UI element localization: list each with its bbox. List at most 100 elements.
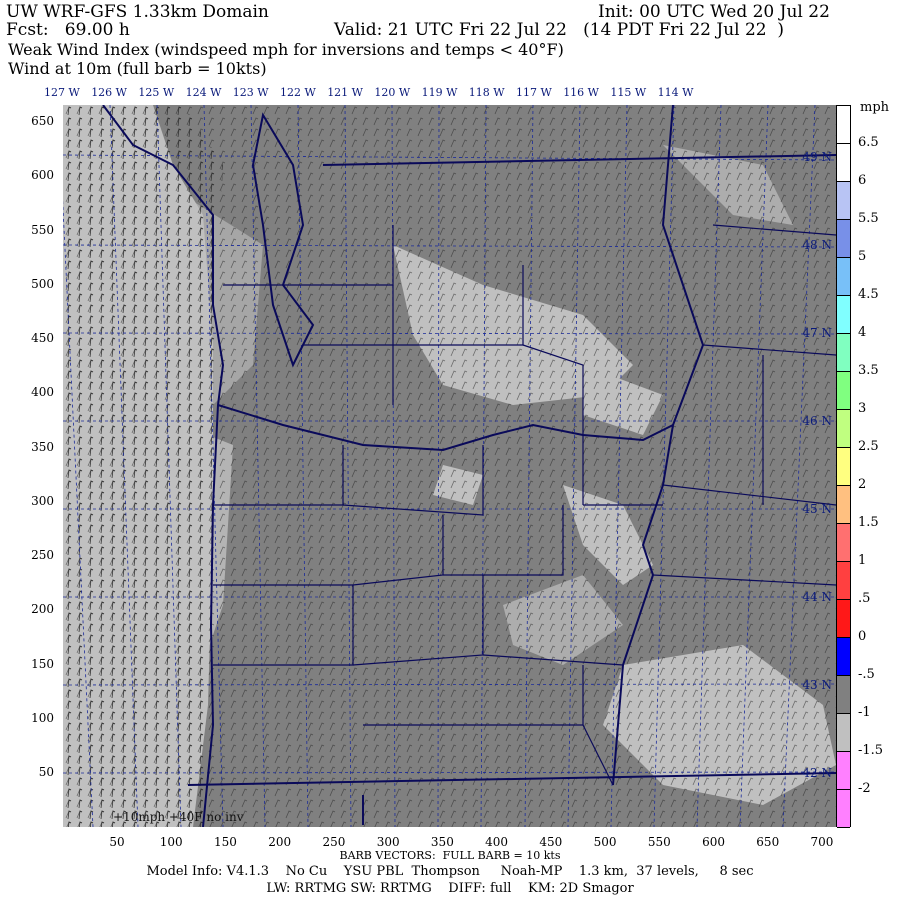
- longitude-label: 118 W: [468, 86, 505, 99]
- y-tick-label: 600: [31, 168, 54, 183]
- colorbar-label: .5: [858, 591, 871, 606]
- y-tick-label: 50: [38, 765, 54, 779]
- colorbar-label: 1: [858, 553, 867, 568]
- barb-legend: BARB VECTORS: FULL BARB = 10 kts: [339, 849, 561, 862]
- init-time: Init: 00 UTC Wed 20 Jul 22: [598, 2, 830, 22]
- x-tick-label: 100: [159, 835, 183, 849]
- longitude-label: 114 W: [657, 86, 694, 99]
- x-tick-label: 300: [376, 835, 400, 849]
- colorbar-label: -1.5: [858, 743, 884, 758]
- x-tick-label: 400: [485, 835, 509, 849]
- longitude-label: 125 W: [138, 86, 175, 99]
- colorbar-segment: [837, 448, 850, 486]
- longitude-label: 127 W: [44, 86, 80, 99]
- y-tick-label: 550: [31, 222, 54, 237]
- colorbar-segment: [837, 334, 850, 372]
- longitude-label: 120 W: [374, 86, 411, 99]
- wind-barbs: [63, 105, 836, 827]
- valid-time: Valid: 21 UTC Fri 22 Jul 22 (14 PDT Fri …: [334, 20, 785, 40]
- colorbar-segment: [837, 220, 850, 258]
- colorbar-label: 1.5: [858, 515, 879, 530]
- colorbar-label: 3.5: [858, 363, 879, 378]
- longitude-label: 126 W: [91, 86, 127, 99]
- colorbar-label: 3: [858, 401, 867, 416]
- x-tick-label: 450: [539, 835, 563, 849]
- colorbar-label: -2: [858, 781, 871, 796]
- forecast-hour: Fcst: 69.00 h: [6, 20, 130, 40]
- x-tick-label: 250: [322, 835, 346, 849]
- latitude-label: 44 N: [802, 590, 832, 604]
- longitude-label: 121 W: [327, 86, 363, 99]
- y-tick-label: 500: [31, 276, 54, 291]
- y-tick-label: 200: [31, 602, 54, 617]
- model-title: UW WRF-GFS 1.33km Domain: [6, 2, 269, 22]
- map-plot: +10mph +40F no inv: [63, 105, 836, 827]
- colorbar-segment: [837, 790, 850, 828]
- county-borders: [213, 224, 836, 786]
- y-tick-label: 300: [31, 493, 54, 508]
- x-tick-label: 200: [268, 835, 292, 849]
- y-tick-label: 650: [31, 114, 54, 128]
- longitude-label: 117 W: [516, 86, 552, 99]
- y-tick-label: 100: [31, 710, 54, 725]
- colorbar-label: 0: [858, 629, 867, 644]
- colorbar-label: -1: [858, 705, 871, 720]
- x-tick-label: 500: [593, 835, 617, 849]
- longitude-label: 124 W: [185, 86, 222, 99]
- colorbar-segment: [837, 638, 850, 676]
- x-tick-label: 350: [430, 835, 454, 849]
- latitude-label: 49 N: [802, 150, 832, 164]
- lat-lon-grid: [63, 105, 836, 827]
- model-info: Model Info: V4.1.3 No Cu YSU PBL Thompso…: [146, 864, 754, 879]
- latitude-label: 47 N: [802, 326, 832, 340]
- colorbar-segment: [837, 486, 850, 524]
- y-tick-label: 150: [31, 656, 54, 671]
- latitude-label: 43 N: [802, 678, 832, 692]
- colorbar-segment: [837, 258, 850, 296]
- latitude-label: 42 N: [802, 766, 832, 780]
- x-tick-label: 50: [109, 835, 125, 849]
- colorbar-label: -.5: [858, 667, 875, 682]
- colorbar-segment: [837, 106, 850, 144]
- latitude-label: 48 N: [802, 238, 832, 252]
- colorbar-label: 2.5: [858, 439, 879, 454]
- x-tick-label: 700: [810, 835, 834, 849]
- x-tick-label: 150: [214, 835, 237, 849]
- colorbar-segment: [837, 752, 850, 790]
- longitude-label: 119 W: [421, 86, 458, 99]
- x-tick-label: 650: [756, 835, 780, 849]
- colorbar-segment: [837, 600, 850, 638]
- field-description: Weak Wind Index (windspeed mph for inver…: [8, 40, 564, 59]
- colorbar-label: 6: [858, 173, 867, 188]
- x-tick-label: 550: [647, 835, 671, 849]
- colorbar-unit: mph: [860, 100, 890, 115]
- colorbar-segment: [837, 524, 850, 562]
- colorbar-label: 4.5: [858, 287, 879, 302]
- y-tick-label: 250: [31, 548, 54, 562]
- colorbar-segment: [837, 372, 850, 410]
- longitude-label: 115 W: [610, 86, 647, 99]
- colorbar-segment: [837, 714, 850, 752]
- colorbar-label: 5: [858, 249, 867, 264]
- map-note: +10mph +40F no inv: [113, 810, 244, 824]
- colorbar-segment: [837, 410, 850, 448]
- latitude-label: 46 N: [802, 414, 832, 428]
- colorbar-segment: [837, 182, 850, 220]
- physics-info: LW: RRTMG SW: RRTMG DIFF: full KM: 2D Sm…: [266, 881, 634, 896]
- longitude-label: 123 W: [232, 86, 269, 99]
- latitude-label: 45 N: [802, 502, 832, 516]
- y-tick-label: 400: [31, 385, 54, 400]
- colorbar-label: 4: [858, 325, 867, 340]
- x-tick-label: 600: [702, 835, 725, 849]
- colorbar-label: 6.5: [858, 135, 879, 150]
- colorbar-segment: [837, 296, 850, 334]
- y-tick-label: 350: [31, 439, 54, 454]
- colorbar: [836, 105, 851, 828]
- colorbar-segment: [837, 144, 850, 182]
- longitude-label: 122 W: [280, 86, 316, 99]
- colorbar-segment: [837, 676, 850, 714]
- colorbar-label: 5.5: [858, 211, 879, 226]
- colorbar-segment: [837, 562, 850, 600]
- colorbar-label: 2: [858, 477, 867, 492]
